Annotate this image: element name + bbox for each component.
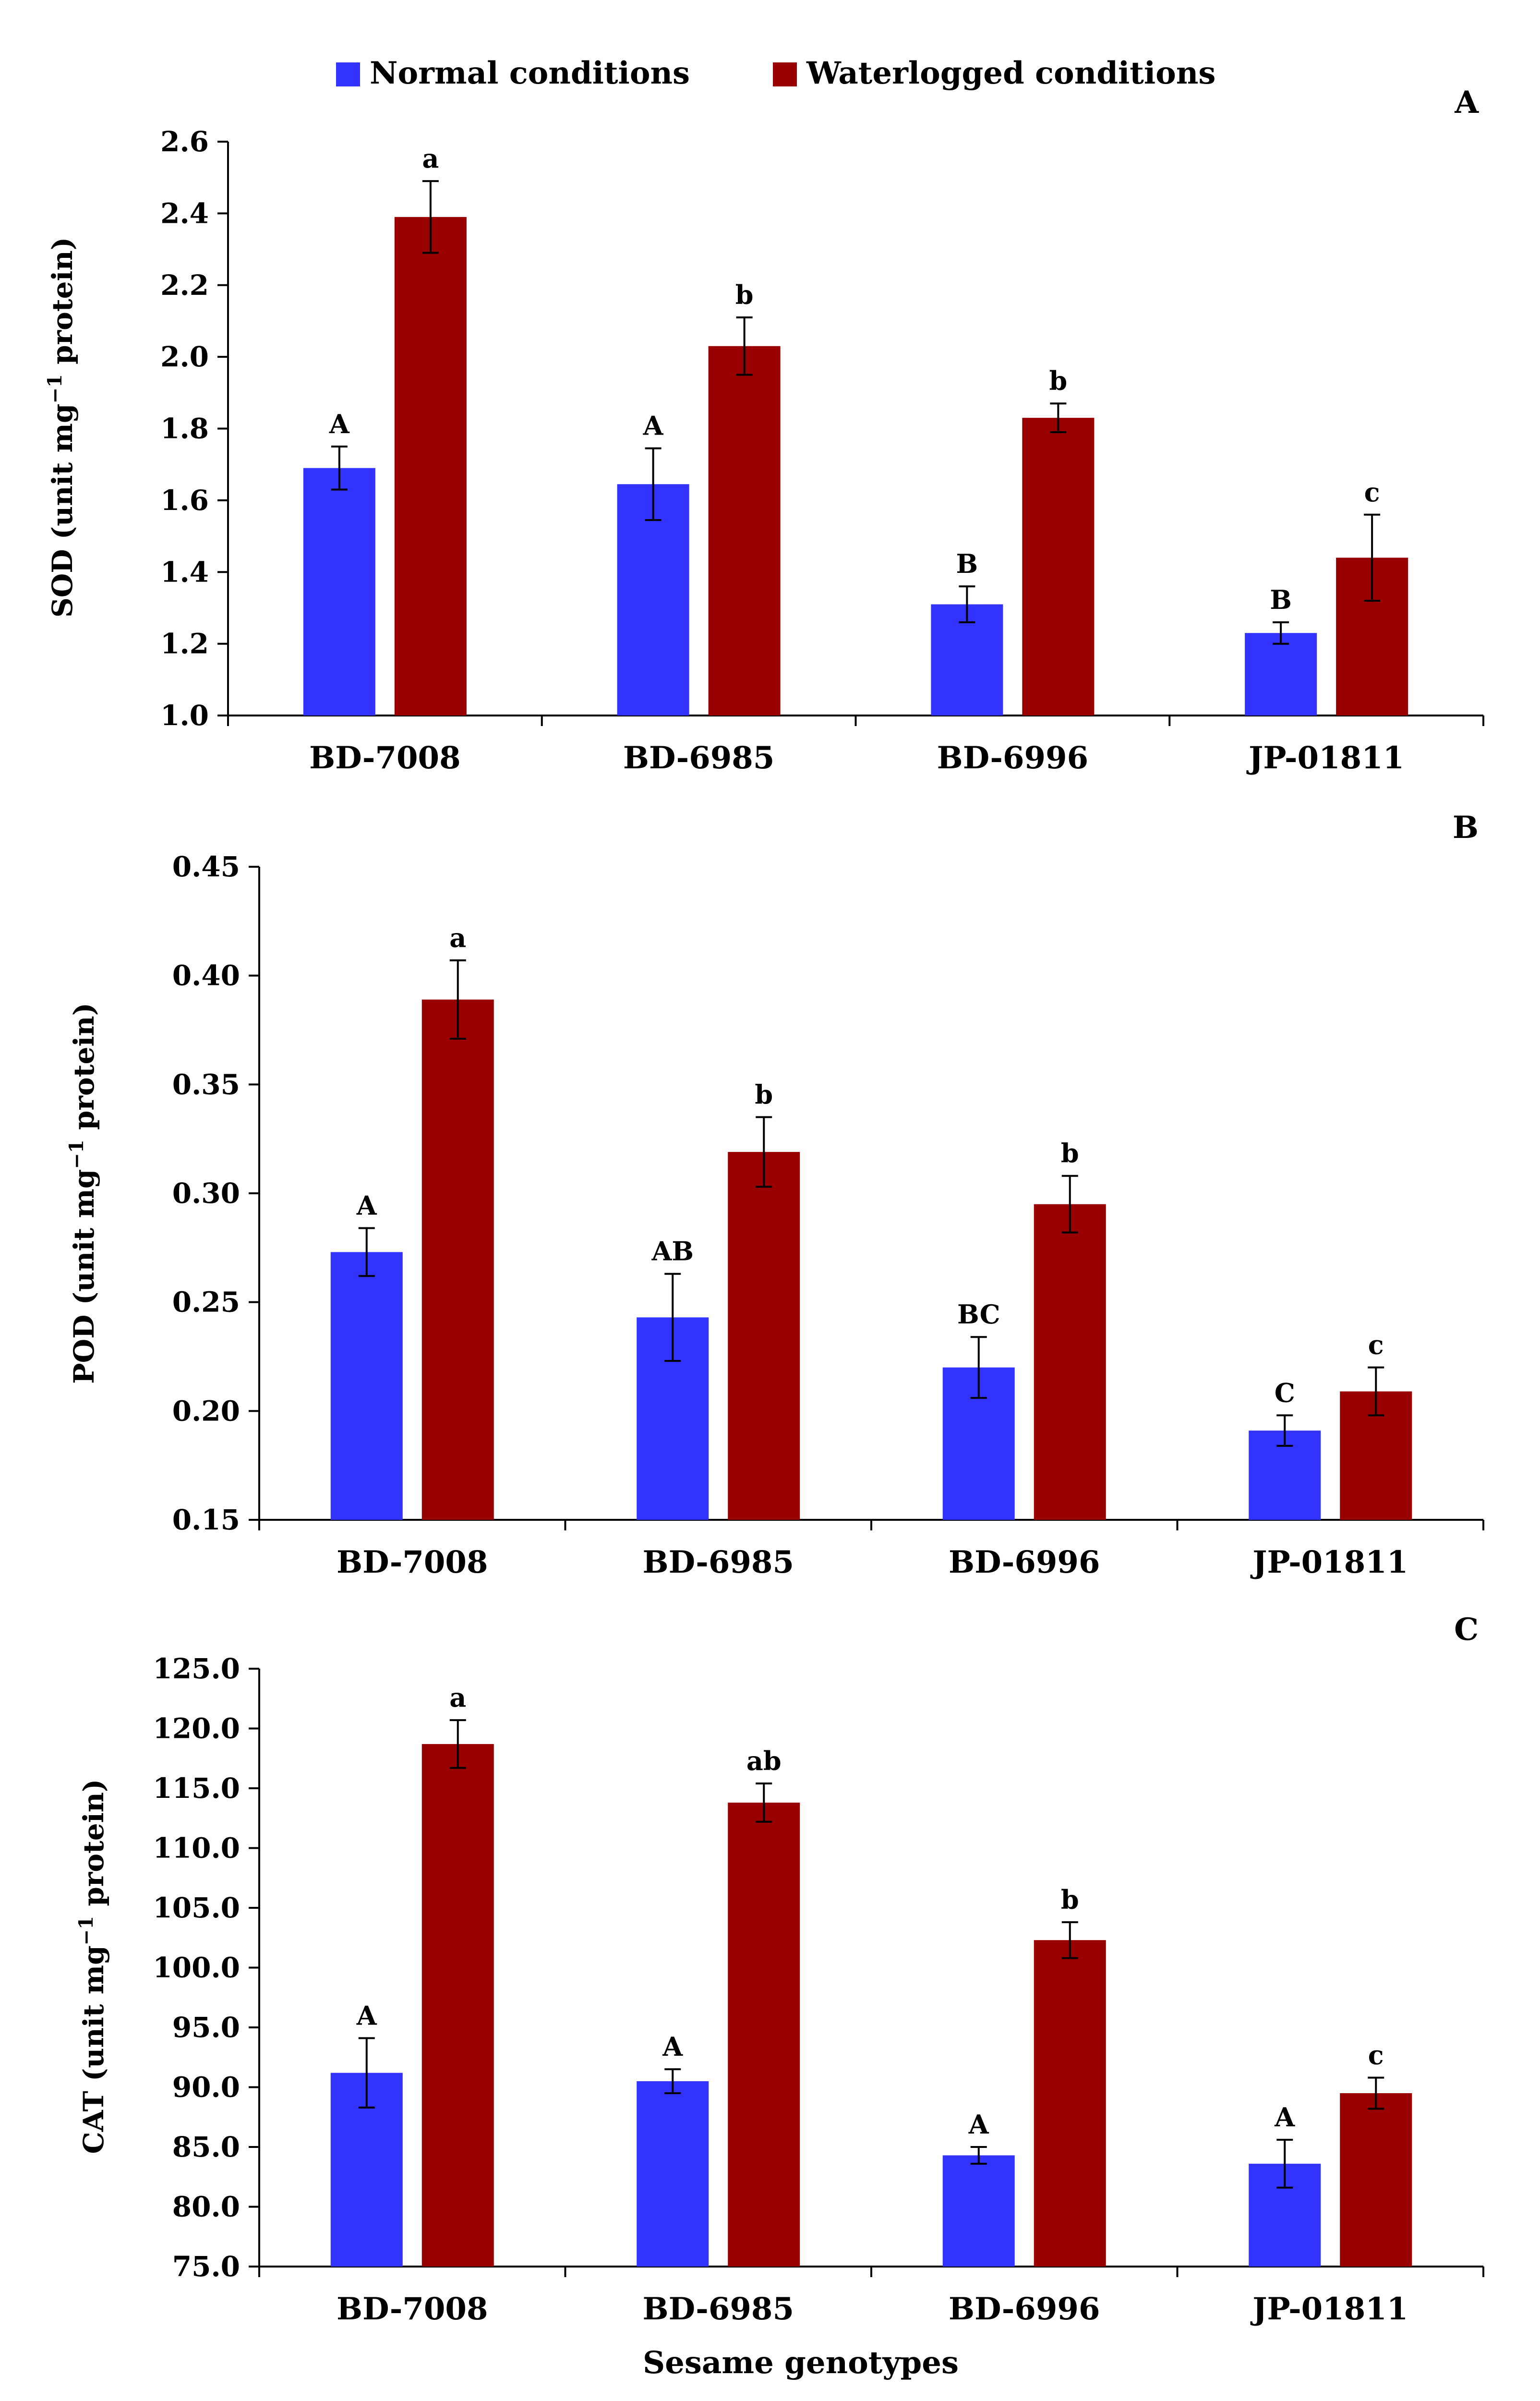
y-tick-label: 85.0 <box>172 2131 240 2163</box>
y-tick-label: 0.25 <box>172 1286 240 1319</box>
bar-waterlogged <box>728 1152 800 1520</box>
y-tick-label: 75.0 <box>172 2250 240 2283</box>
significance-label: b <box>735 279 754 310</box>
significance-label: b <box>1061 1138 1079 1169</box>
y-tick-label: 0.30 <box>172 1177 240 1210</box>
y-tick-label: 0.45 <box>172 850 240 883</box>
bar-waterlogged <box>1340 2093 1412 2267</box>
bar-waterlogged <box>394 217 467 715</box>
significance-label: A <box>662 2031 683 2062</box>
y-tick-label: 2.0 <box>160 340 209 373</box>
significance-label: B <box>956 548 978 579</box>
significance-label: A <box>968 2109 989 2140</box>
y-tick-label: 120.0 <box>153 1712 240 1745</box>
y-tick-label: 0.40 <box>172 959 240 992</box>
x-tick-label: BD-6985 <box>643 1544 794 1580</box>
bar-waterlogged <box>421 999 494 1520</box>
x-tick-label: JP-01811 <box>1250 1544 1408 1580</box>
legend-swatch-waterlogged <box>773 62 797 86</box>
significance-label: c <box>1368 2040 1384 2071</box>
bar-waterlogged <box>1034 1940 1106 2267</box>
y-tick-label: 0.15 <box>172 1504 240 1536</box>
bar-normal <box>1245 633 1317 715</box>
bar-normal <box>330 1252 403 1520</box>
significance-label: A <box>1274 2102 1295 2133</box>
significance-label: a <box>422 143 439 174</box>
panel-c: 75.0 80.0 85.0 90.0 95.0 100.0 105.0 110.0 115.0… <box>75 1612 1484 2327</box>
y-tick-label: 0.20 <box>172 1395 240 1427</box>
significance-label: AB <box>651 1236 694 1267</box>
y-tick-label: 1.4 <box>160 556 209 588</box>
bar-waterlogged <box>728 1802 800 2267</box>
significance-label: a <box>449 1682 466 1713</box>
panel-a: 1.0 1.2 1.4 1.6 1.8 2.0 2.2 2.4 2.6 BD-7008 Aa BD-6… <box>44 85 1484 776</box>
significance-label: b <box>755 1079 773 1110</box>
significance-label: b <box>1049 365 1067 396</box>
y-tick-label: 115.0 <box>153 1772 240 1805</box>
significance-label: c <box>1364 477 1380 508</box>
x-axis-title: Sesame genotypes <box>643 2345 959 2381</box>
panel-letter: C <box>1454 1612 1479 1648</box>
y-tick-label: 1.0 <box>160 699 209 732</box>
bar-waterlogged <box>708 346 781 715</box>
bar-normal <box>942 2155 1015 2267</box>
significance-label: A <box>643 411 664 441</box>
y-axis-title: POD (unit mg−1 protein) <box>65 1003 100 1384</box>
significance-label: A <box>356 2000 377 2031</box>
y-tick-label: 80.0 <box>172 2191 240 2223</box>
significance-label: A <box>356 1190 377 1221</box>
x-tick-label: BD-7008 <box>337 1544 488 1580</box>
y-tick-label: 2.6 <box>160 125 209 158</box>
x-tick-label: BD-6996 <box>949 2291 1100 2327</box>
x-tick-label: BD-6985 <box>623 740 774 776</box>
significance-label: C <box>1275 1377 1295 1408</box>
legend: Normal conditions Waterlogged conditions <box>336 55 1215 91</box>
x-tick-label: BD-7008 <box>337 2291 488 2327</box>
panel-letter: B <box>1453 810 1479 846</box>
significance-label: b <box>1061 1884 1079 1915</box>
bar-waterlogged <box>1022 418 1095 715</box>
x-tick-label: JP-01811 <box>1250 2291 1408 2327</box>
legend-swatch-normal <box>336 62 360 86</box>
significance-label: BC <box>957 1299 1000 1330</box>
y-tick-label: 1.6 <box>160 484 209 517</box>
y-tick-label: 95.0 <box>172 2011 240 2044</box>
y-axis-title: CAT (unit mg−1 protein) <box>75 1779 110 2154</box>
bar-normal <box>617 484 689 715</box>
significance-label: A <box>329 409 350 439</box>
panel-b: 0.15 0.20 0.25 0.30 0.35 0.40 0.45 BD-7008 Aa BD-… <box>65 810 1484 1580</box>
y-tick-label: 2.2 <box>160 269 209 302</box>
y-tick-label: 2.4 <box>160 197 209 230</box>
panels: 1.0 1.2 1.4 1.6 1.8 2.0 2.2 2.4 2.6 BD-7008 Aa BD-6… <box>44 85 1484 2327</box>
panel-letter: A <box>1454 85 1479 121</box>
y-tick-label: 125.0 <box>153 1652 240 1685</box>
y-axis-title: SOD (unit mg−1 protein) <box>44 237 79 618</box>
significance-label: a <box>449 922 466 953</box>
x-tick-label: BD-6985 <box>643 2291 794 2327</box>
significance-label: c <box>1368 1330 1384 1360</box>
legend-label-normal: Normal conditions <box>370 55 690 91</box>
y-tick-label: 90.0 <box>172 2071 240 2104</box>
bar-waterlogged <box>1034 1204 1106 1520</box>
significance-label: ab <box>746 1746 782 1776</box>
legend-label-waterlogged: Waterlogged conditions <box>806 55 1215 91</box>
x-tick-label: BD-6996 <box>949 1544 1100 1580</box>
x-tick-label: JP-01811 <box>1246 740 1404 776</box>
bar-waterlogged <box>421 1744 494 2267</box>
bar-normal <box>303 468 375 715</box>
y-tick-label: 1.2 <box>160 628 209 660</box>
y-tick-label: 100.0 <box>153 1952 240 1984</box>
y-tick-label: 1.8 <box>160 412 209 445</box>
y-tick-label: 105.0 <box>153 1892 240 1924</box>
significance-label: B <box>1270 584 1292 615</box>
y-tick-label: 110.0 <box>153 1832 240 1865</box>
bar-normal <box>637 2081 709 2267</box>
x-tick-label: BD-6996 <box>937 740 1088 776</box>
x-tick-label: BD-7008 <box>309 740 460 776</box>
y-tick-label: 0.35 <box>172 1068 240 1101</box>
